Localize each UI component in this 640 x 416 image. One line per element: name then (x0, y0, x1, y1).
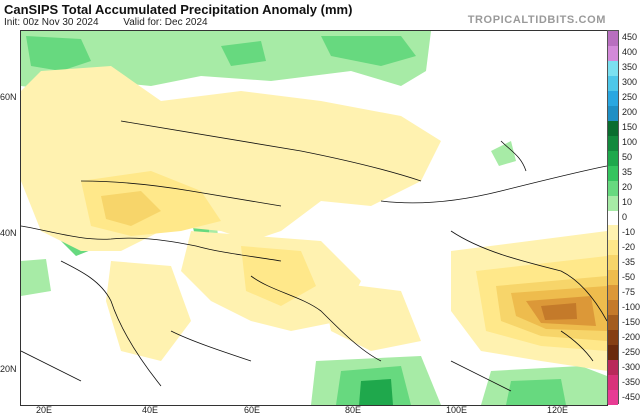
legend-label: -100 (622, 301, 640, 312)
legend-swatch (608, 390, 618, 406)
legend-label: 300 (622, 77, 638, 88)
legend-label: 350 (622, 62, 638, 73)
legend-swatch (608, 165, 618, 182)
legend-swatch (608, 300, 618, 316)
legend-swatch (608, 255, 618, 271)
legend-swatch (608, 195, 618, 211)
init-time: Init: 00z Nov 30 2024 (4, 17, 99, 28)
legend-swatch (608, 240, 618, 256)
legend-label: 450 (622, 32, 638, 43)
legend-label: 150 (622, 122, 638, 133)
legend-swatch (608, 210, 618, 226)
legend-swatch (608, 60, 618, 77)
legend-label: 250 (622, 92, 638, 103)
map-title: CanSIPS Total Accumulated Precipitation … (4, 2, 353, 17)
legend-label: -75 (622, 286, 636, 297)
legend-swatch (608, 150, 618, 167)
legend-label: -20 (622, 241, 636, 252)
legend-swatch (608, 285, 618, 301)
legend-label: -300 (622, 361, 640, 372)
precip-anomaly-map (20, 30, 608, 406)
lat-label: 40N (0, 228, 17, 238)
legend-swatch (608, 225, 618, 241)
legend-label: 200 (622, 107, 638, 118)
legend-label: 50 (622, 152, 633, 163)
legend-swatch (608, 120, 618, 137)
map-subtitle: Init: 00z Nov 30 2024 Valid for: Dec 202… (4, 17, 208, 28)
legend-label: 100 (622, 137, 638, 148)
legend-label: -350 (622, 376, 640, 387)
legend-label: 20 (622, 182, 633, 193)
legend-swatch (608, 105, 618, 122)
legend-label: -10 (622, 226, 636, 237)
lat-label: 60N (0, 92, 17, 102)
legend-label: 0 (622, 212, 628, 222)
lon-label: 120E (547, 405, 569, 415)
legend-swatch (608, 31, 618, 47)
legend-swatch (608, 180, 618, 197)
legend-swatch (608, 345, 618, 361)
legend-label: -50 (622, 271, 636, 282)
legend-swatch (608, 375, 618, 391)
legend-label: -450 (622, 391, 640, 402)
dry-anomaly-shading (21, 66, 607, 371)
legend-swatch (608, 315, 618, 331)
valid-time: Valid for: Dec 2024 (123, 17, 208, 28)
lon-label: 40E (142, 405, 159, 415)
legend-label: -35 (622, 256, 636, 267)
legend-swatch (608, 270, 618, 286)
legend-swatch (608, 90, 618, 107)
lat-label: 20N (0, 364, 17, 374)
lon-label: 100E (446, 405, 468, 415)
legend-label: 10 (622, 197, 633, 208)
legend-label: 35 (622, 167, 633, 178)
legend-swatch (608, 330, 618, 346)
lon-label: 60E (244, 405, 261, 415)
lon-label: 20E (36, 405, 53, 415)
map-canvas (21, 31, 607, 405)
legend-swatch (608, 45, 618, 62)
brand-watermark: TROPICALTIDBITS.COM (467, 14, 606, 26)
legend-label: -200 (622, 331, 640, 342)
borders (21, 120, 607, 392)
legend-swatch (608, 135, 618, 152)
legend-swatch (608, 360, 618, 376)
color-legend-bar (607, 30, 619, 406)
lon-label: 80E (345, 405, 362, 415)
legend-label: -150 (622, 316, 640, 327)
legend-label: 400 (622, 47, 638, 58)
legend-label: -250 (622, 346, 640, 357)
legend-swatch (608, 75, 618, 92)
